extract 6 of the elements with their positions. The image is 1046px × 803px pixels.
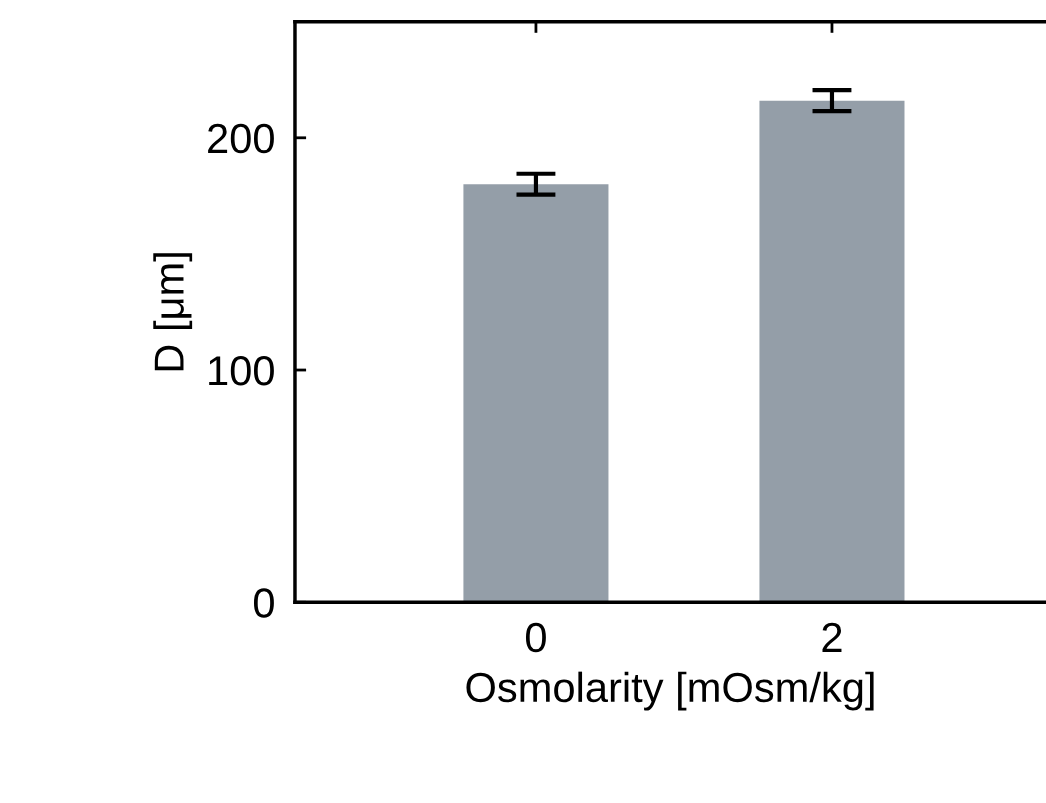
y-axis-title: D [μm] <box>153 253 193 371</box>
y-tick-label: 100 <box>209 356 274 386</box>
x-tick-label: 2 <box>822 622 842 652</box>
y-tick-label: 200 <box>208 123 274 154</box>
x-axis-title: Osmolarity [mOsm/kg] <box>466 671 874 711</box>
y-tick-label: 0 <box>253 588 274 618</box>
